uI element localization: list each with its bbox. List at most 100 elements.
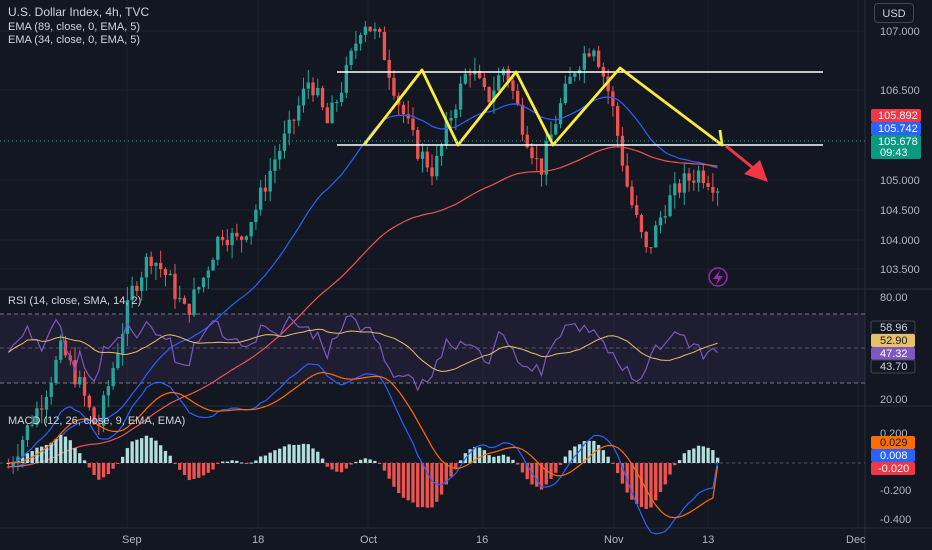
macd-histogram-bar xyxy=(407,463,410,500)
rsi-sma-value: 52.90 xyxy=(880,335,908,347)
macd-histogram-bar xyxy=(664,463,667,484)
macd-histogram-bar xyxy=(221,462,224,463)
macd-histogram-bar xyxy=(497,456,500,463)
macd-histogram-bar xyxy=(69,440,72,463)
macd-histogram-bar xyxy=(687,450,690,463)
macd-histogram-bar xyxy=(102,463,105,477)
ema34-legend[interactable]: EMA (34, close, 0, EMA, 5) xyxy=(8,34,140,46)
macd-histogram-bar xyxy=(397,463,400,493)
macd-histogram-bar xyxy=(83,460,86,463)
macd-histogram-bar xyxy=(492,457,495,463)
macd-histogram-bar xyxy=(78,453,81,463)
macd-histogram-bar xyxy=(511,460,514,463)
macd-histogram-bar xyxy=(140,438,143,463)
macd-histogram-bar xyxy=(64,437,67,463)
macd-histogram-bar xyxy=(597,445,600,463)
macd-histogram-bar xyxy=(273,450,276,463)
macd-hist-value: 0.029 xyxy=(880,437,908,449)
macd-legend[interactable]: MACD (12, 26, close, 9, EMA, EMA) xyxy=(8,415,185,427)
macd-histogram-bar xyxy=(449,463,452,477)
macd-histogram-bar xyxy=(88,463,91,467)
macd-histogram-bar xyxy=(521,463,524,472)
macd-histogram-bar xyxy=(364,458,367,463)
macd-histogram-bar xyxy=(326,463,329,467)
macd-signal-value: -0.020 xyxy=(878,463,909,475)
macd-histogram-bar xyxy=(535,463,538,487)
macd-histogram-bar xyxy=(197,463,200,478)
macd-histogram-bar xyxy=(606,457,609,463)
rsi-tick: 20.00 xyxy=(880,394,908,406)
macd-histogram-bar xyxy=(145,436,148,463)
candle[interactable] xyxy=(368,26,371,32)
macd-histogram-bar xyxy=(411,463,414,503)
price-tick: 107.000 xyxy=(880,26,920,38)
macd-histogram-bar xyxy=(459,460,462,463)
macd-histogram-bar xyxy=(349,463,352,465)
macd-tick: -0.200 xyxy=(880,485,911,497)
macd-histogram-bar xyxy=(668,463,671,475)
macd-histogram-bar xyxy=(311,448,314,463)
time-tick: 16 xyxy=(476,534,488,546)
rsi-legend[interactable]: RSI (14, close, SMA, 14, 2) xyxy=(8,295,141,307)
macd-histogram-bar xyxy=(373,461,376,463)
macd-tick: -0.400 xyxy=(880,514,911,526)
macd-histogram-bar xyxy=(416,463,419,507)
macd-histogram-bar xyxy=(702,446,705,463)
macd-histogram-bar xyxy=(706,448,709,463)
candle[interactable] xyxy=(416,127,419,161)
macd-histogram-bar xyxy=(202,463,205,475)
macd-histogram-bar xyxy=(359,460,362,463)
macd-histogram-bar xyxy=(259,456,262,463)
macd-histogram-bar xyxy=(697,446,700,463)
macd-histogram-bar xyxy=(640,463,643,507)
macd-histogram-bar xyxy=(150,438,153,463)
currency-button[interactable]: USD xyxy=(874,3,914,23)
macd-histogram-bar xyxy=(121,457,124,463)
candle[interactable] xyxy=(54,356,57,385)
macd-histogram-bar xyxy=(254,461,257,463)
rsi-tick: 80.00 xyxy=(880,292,908,304)
time-tick: 13 xyxy=(702,534,714,546)
macd-histogram-bar xyxy=(92,463,95,475)
macd-histogram-bar xyxy=(683,453,686,463)
price-tick: 103.500 xyxy=(880,264,920,276)
macd-histogram-bar xyxy=(502,455,505,463)
time-tick: Oct xyxy=(360,534,377,546)
macd-histogram-bar xyxy=(378,463,381,464)
macd-histogram-bar xyxy=(345,463,348,469)
macd-histogram-bar xyxy=(297,445,300,463)
time-tick: Nov xyxy=(604,534,624,546)
rsi-value: 47.32 xyxy=(880,348,908,360)
time-tick: Dec xyxy=(846,534,866,546)
macd-histogram-bar xyxy=(435,463,438,502)
macd-histogram-bar xyxy=(402,463,405,498)
macd-histogram-bar xyxy=(116,463,119,464)
macd-histogram-bar xyxy=(173,463,176,464)
macd-histogram-bar xyxy=(40,447,43,463)
macd-histogram-bar xyxy=(559,463,562,465)
candle[interactable] xyxy=(321,86,324,111)
macd-histogram-bar xyxy=(235,461,238,463)
macd-histogram-bar xyxy=(554,463,557,473)
macd-histogram-bar xyxy=(654,463,657,500)
macd-histogram-bar xyxy=(711,450,714,463)
macd-histogram-bar xyxy=(283,446,286,463)
macd-histogram-bar xyxy=(264,456,267,463)
macd-histogram-bar xyxy=(578,444,581,463)
macd-histogram-bar xyxy=(159,445,162,463)
macd-histogram-bar xyxy=(169,456,172,463)
macd-histogram-bar xyxy=(211,463,214,470)
macd-histogram-bar xyxy=(249,463,252,464)
macd-histogram-bar xyxy=(135,440,138,463)
macd-histogram-bar xyxy=(107,463,110,474)
macd-histogram-bar xyxy=(335,463,338,472)
ema89-legend[interactable]: EMA (89, close, 0, EMA, 5) xyxy=(8,21,140,33)
macd-histogram-bar xyxy=(645,463,648,509)
macd-histogram-bar xyxy=(292,445,295,463)
ema34-badge-value: 105.742 xyxy=(878,123,918,135)
macd-histogram-bar xyxy=(388,463,391,479)
macd-histogram-bar xyxy=(245,463,248,464)
time-tick: 18 xyxy=(252,534,264,546)
macd-histogram-bar xyxy=(164,451,167,463)
